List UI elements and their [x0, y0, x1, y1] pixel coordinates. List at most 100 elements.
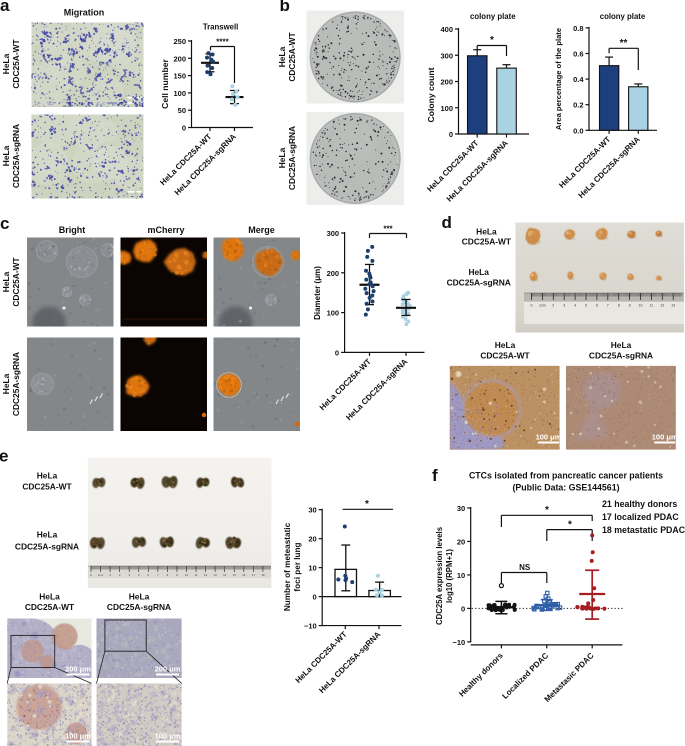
svg-text:a: a: [0, 0, 10, 15]
svg-text:0.0: 0.0: [573, 126, 583, 135]
svg-text:HeLa: HeLa: [37, 530, 58, 540]
svg-text:7: 7: [157, 573, 159, 577]
svg-text:CDC25A-WT: CDC25A-WT: [287, 31, 297, 81]
svg-text:0: 0: [90, 573, 92, 577]
svg-text:13: 13: [214, 573, 218, 577]
svg-text:1cm: 1cm: [539, 304, 546, 308]
svg-text:7: 7: [607, 304, 609, 308]
svg-text:*: *: [365, 499, 369, 510]
svg-text:CDC25A-WT: CDC25A-WT: [11, 256, 21, 306]
svg-text:Number of meteastatic: Number of meteastatic: [283, 522, 292, 611]
svg-text:b: b: [280, 0, 290, 15]
svg-text:HeLa: HeLa: [476, 227, 497, 237]
svg-text:HeLa: HeLa: [39, 592, 60, 602]
svg-text:200: 200: [440, 78, 453, 87]
svg-text:Diameter (μm): Diameter (μm): [313, 266, 322, 320]
svg-text:d: d: [442, 213, 452, 232]
svg-text:5: 5: [585, 304, 587, 308]
svg-text:4: 4: [574, 304, 576, 308]
svg-text:foci per lung: foci per lung: [293, 542, 302, 591]
svg-text:150: 150: [173, 72, 186, 81]
svg-text:colony plate: colony plate: [600, 12, 646, 21]
svg-text:CDC25A-WT: CDC25A-WT: [25, 602, 75, 612]
svg-text:16: 16: [242, 573, 246, 577]
svg-text:8: 8: [167, 573, 169, 577]
svg-text:10: 10: [457, 571, 465, 580]
svg-text:100 μm: 100 μm: [65, 732, 91, 741]
svg-text:200 μm: 200 μm: [65, 665, 91, 674]
svg-text:0.4: 0.4: [573, 75, 584, 84]
svg-text:Merge: Merge: [248, 225, 275, 235]
svg-text:*: *: [568, 520, 572, 531]
svg-text:12: 12: [660, 304, 664, 308]
svg-text:HeLa: HeLa: [495, 340, 516, 350]
svg-text:mCherry: mCherry: [147, 225, 184, 235]
svg-text:CDC25A-WT: CDC25A-WT: [480, 351, 530, 361]
svg-text:0: 0: [313, 593, 317, 602]
svg-text:17 localized PDAC: 17 localized PDAC: [602, 512, 679, 522]
svg-text:50: 50: [178, 106, 186, 115]
svg-text:30: 30: [457, 504, 465, 513]
svg-text:0.8: 0.8: [573, 24, 583, 33]
svg-text:−10: −10: [452, 638, 465, 647]
svg-text:0.2: 0.2: [573, 101, 583, 110]
svg-text:100 μm: 100 μm: [652, 433, 678, 442]
svg-text:CDC25A-sgRNA: CDC25A-sgRNA: [287, 126, 297, 190]
svg-text:**: **: [620, 38, 628, 49]
svg-text:5: 5: [138, 573, 140, 577]
svg-text:CDC25A-sgRNA: CDC25A-sgRNA: [15, 542, 79, 552]
svg-text:2: 2: [552, 304, 554, 308]
svg-text:HeLa: HeLa: [1, 145, 11, 166]
svg-text:18 metastatic PDAC: 18 metastatic PDAC: [602, 525, 685, 535]
svg-text:9: 9: [629, 304, 631, 308]
svg-text:20: 20: [308, 535, 316, 544]
svg-text:3: 3: [119, 573, 121, 577]
svg-text:c: c: [0, 214, 9, 233]
svg-text:***: ***: [383, 225, 393, 234]
svg-text:−10: −10: [304, 622, 317, 631]
svg-text:HeLa: HeLa: [1, 271, 11, 292]
svg-text:0: 0: [182, 124, 186, 133]
svg-text:0: 0: [449, 130, 453, 139]
svg-text:0.6: 0.6: [573, 50, 583, 59]
svg-text:HeLa: HeLa: [277, 147, 287, 168]
svg-text:HeLa: HeLa: [1, 373, 11, 394]
svg-text:200: 200: [327, 269, 340, 278]
svg-text:9: 9: [176, 573, 178, 577]
svg-text:****: ****: [216, 38, 229, 47]
svg-text:CTCs isolated from pancreatic: CTCs isolated from pancreatic cancer pat…: [469, 471, 663, 481]
svg-text:100: 100: [440, 104, 453, 113]
svg-text:(Public Data: GSE144561): (Public Data: GSE144561): [512, 483, 619, 493]
svg-text:f: f: [432, 466, 438, 485]
svg-text:HeLa: HeLa: [37, 471, 58, 481]
svg-text:Cell number: Cell number: [160, 59, 170, 109]
svg-text:2: 2: [109, 573, 111, 577]
svg-text:250: 250: [173, 37, 186, 46]
svg-text:100 μm: 100 μm: [536, 433, 562, 442]
svg-text:0: 0: [335, 348, 339, 357]
svg-text:400: 400: [440, 25, 453, 34]
svg-text:HeLa: HeLa: [468, 267, 489, 277]
svg-text:3: 3: [563, 304, 565, 308]
svg-text:colony plate: colony plate: [470, 12, 516, 21]
svg-text:11: 11: [195, 573, 198, 577]
svg-text:300: 300: [327, 229, 340, 238]
svg-text:11: 11: [650, 304, 654, 308]
svg-text:*: *: [545, 505, 549, 516]
svg-text:CDC25A-WT: CDC25A-WT: [22, 482, 72, 492]
svg-text:CDC25A-sgRNA: CDC25A-sgRNA: [107, 602, 171, 612]
svg-text:10: 10: [185, 573, 189, 577]
svg-text:200 μm: 200 μm: [155, 665, 181, 674]
svg-text:CDC25A-sgRNA: CDC25A-sgRNA: [11, 124, 21, 188]
svg-text:21 healthy donors: 21 healthy donors: [602, 499, 677, 509]
svg-text:12: 12: [204, 573, 208, 577]
svg-text:CDC25A-sgRNA: CDC25A-sgRNA: [589, 351, 653, 361]
svg-text:18: 18: [261, 573, 265, 577]
svg-text:1cm: 1cm: [98, 573, 104, 577]
svg-text:Transwell: Transwell: [203, 23, 239, 32]
svg-text:e: e: [0, 447, 8, 466]
svg-text:10: 10: [308, 564, 316, 573]
svg-text:13: 13: [671, 304, 675, 308]
svg-text:200: 200: [173, 54, 186, 63]
svg-text:17: 17: [252, 573, 256, 577]
